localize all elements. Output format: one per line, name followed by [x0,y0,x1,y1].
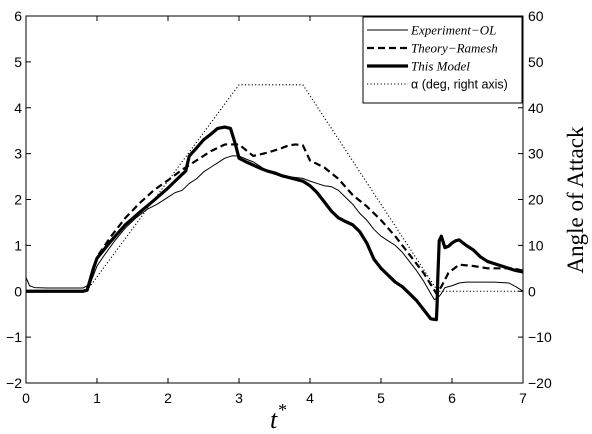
legend-label-4: α (deg, right axis) [411,78,508,92]
series-line-2 [26,143,523,295]
y2-tick-label: 0 [528,283,536,299]
y-tick-label: 3 [14,146,22,162]
series-layer [26,84,523,322]
y-tick-label: 2 [14,192,22,208]
x-tick-label: 7 [519,390,527,406]
x-tick-label: 2 [164,390,172,406]
legend-items: Experiment−OL Theory−Ramesh This Model α (d… [367,23,508,92]
y2-tick-label: 60 [528,8,544,24]
legend: Experiment−OL Theory−Ramesh This Model α (d… [362,16,523,104]
x-tick-label: 4 [306,390,314,406]
y-tick-label: 1 [14,237,22,253]
y-tick-label: 5 [14,54,22,70]
y2-tick-label: 40 [528,100,544,116]
x-axis-title-sup: * [277,400,286,420]
y2-tick-label: 50 [528,54,544,70]
x-tick-label: 6 [448,390,456,406]
y2-axis-title: Angle of Attack [563,126,588,273]
x-tick-label: 5 [377,390,385,406]
series-line-1 [26,155,523,301]
x-axis-title-main: t [270,405,278,434]
x-tick-label: 0 [22,390,30,406]
y-tick-label: 0 [14,283,22,299]
series-line-3 [26,125,523,322]
x-axis-title: t* [270,400,286,434]
y2-tick-label: 10 [528,237,544,253]
y2-tick-label: 20 [528,192,544,208]
y-tick-label: −1 [6,329,22,345]
y-tick-label: 4 [14,100,22,116]
legend-box [362,16,523,104]
legend-label-3: This Model [411,59,470,74]
y2-tick-label: −10 [528,329,552,345]
y-tick-label: 6 [14,8,22,24]
legend-label-1: Experiment−OL [410,23,496,38]
y2-tick-label: 30 [528,146,544,162]
x-tick-label: 1 [93,390,101,406]
y2-tick-label: −20 [528,375,552,391]
y-tick-label: −2 [6,375,22,391]
legend-label-2: Theory−Ramesh [411,41,498,56]
x-tick-label: 3 [235,390,243,406]
